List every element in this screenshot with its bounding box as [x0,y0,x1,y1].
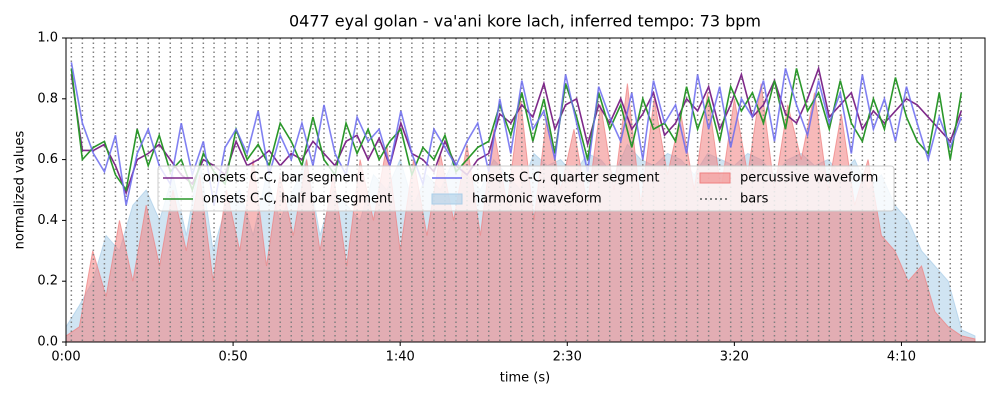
legend-label: harmonic waveform [472,192,602,207]
x-tick-label: 1:40 [386,350,415,365]
x-tick-label: 3:20 [720,350,749,365]
axes-frame [65,37,986,343]
x-tick-label: 0:50 [218,350,247,365]
waveform-area [66,83,976,342]
legend-label: onsets C-C, bar segment [203,171,364,186]
x-axis-label: time (s) [500,371,550,386]
y-axis-label: normalized values [13,130,28,249]
legend-label: percussive waveform [740,171,878,186]
y-tick-label: 0.8 [37,91,58,106]
legend-swatch [431,193,463,205]
legend-label: bars [740,192,769,207]
y-tick-label: 0.0 [37,335,58,350]
legend-label: onsets C-C, quarter segment [472,171,659,186]
legend-swatch [699,172,731,184]
legend: onsets C-C, bar segment onsets C-C, half … [157,165,895,212]
x-tick-label: 2:30 [553,350,582,365]
y-tick-label: 0.4 [37,213,58,228]
x-tick-label: 4:10 [887,350,916,365]
y-tick-label: 0.2 [37,274,58,289]
x-tick-label: 0:00 [51,350,80,365]
chart-title: 0477 eyal golan - va'ani kore lach, infe… [289,12,761,31]
legend-label: onsets C-C, half bar segment [203,192,392,207]
y-tick-label: 1.0 [37,31,58,46]
y-tick-label: 0.6 [37,152,58,167]
